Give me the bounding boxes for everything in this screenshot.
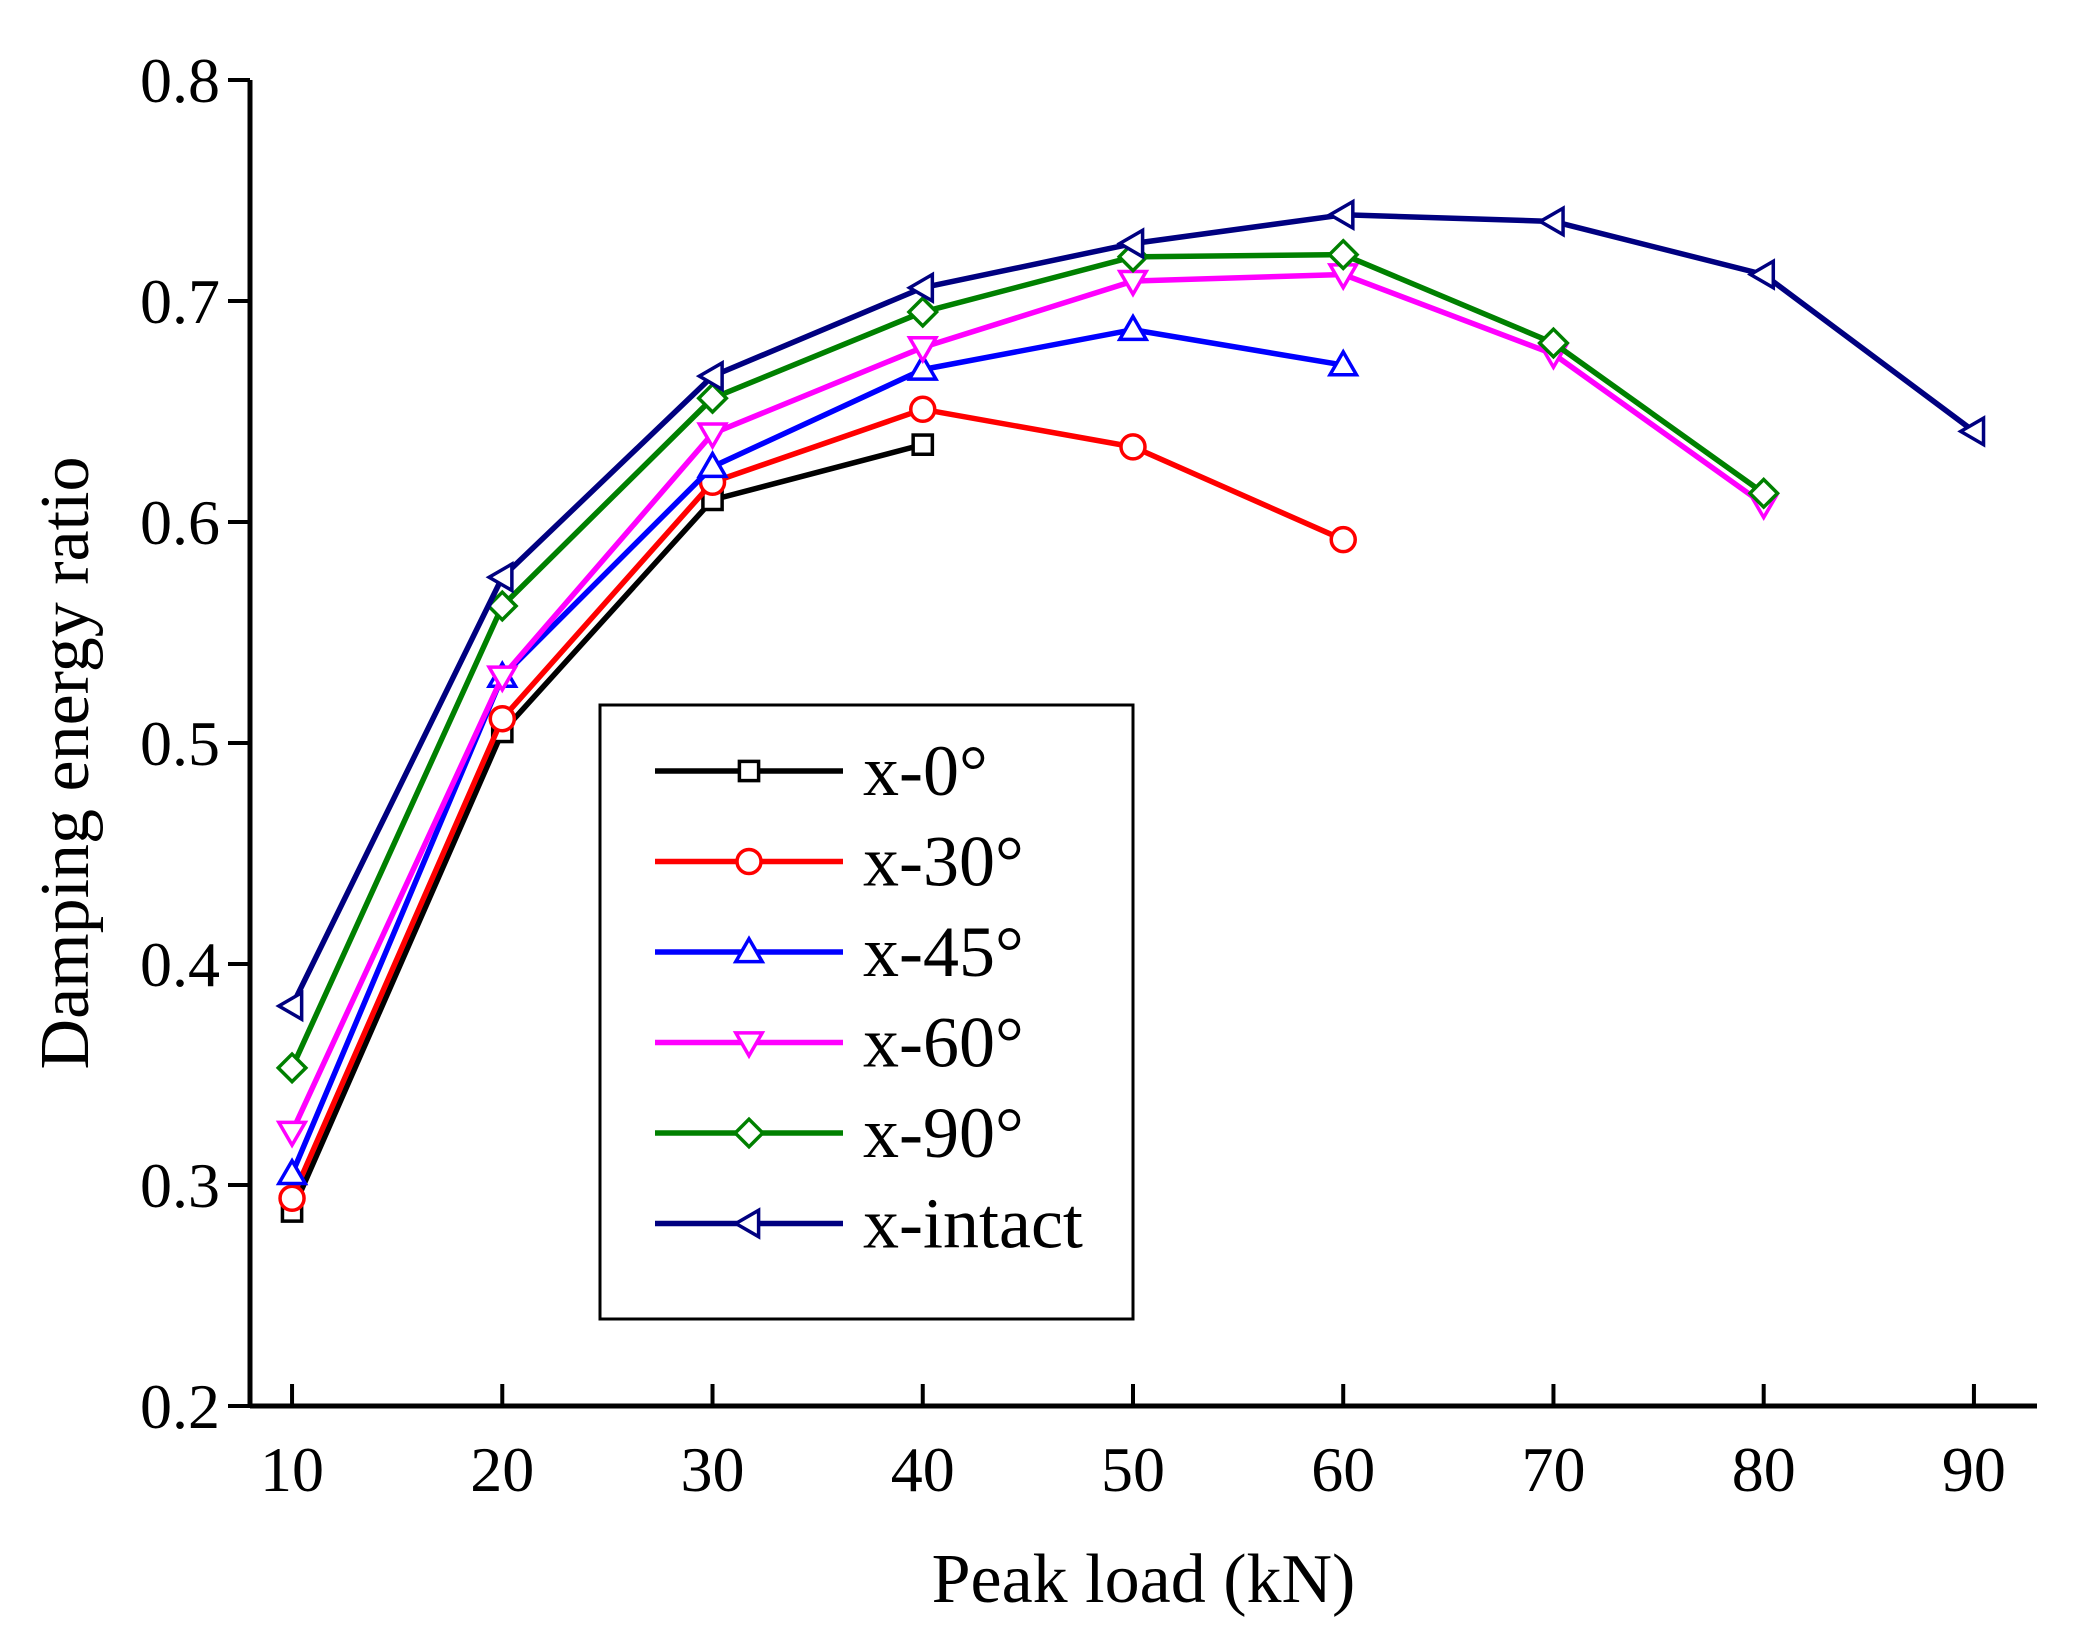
- x-tick-label: 70: [1521, 1434, 1585, 1505]
- legend-label: x-intact: [863, 1184, 1083, 1264]
- series-line: [289, 441, 924, 1213]
- legend-box: [598, 703, 1135, 1321]
- legend-marker: [732, 1031, 766, 1060]
- x-tick-label: 30: [681, 1434, 745, 1505]
- data-point: [906, 352, 939, 381]
- data-point: [278, 1184, 306, 1213]
- y-tick-label: 0.7: [140, 266, 220, 337]
- legend-marker: [732, 935, 766, 964]
- y-tick-label: 0.6: [140, 487, 220, 558]
- y-tick-label: 0.8: [140, 45, 220, 116]
- data-point: [1536, 205, 1565, 238]
- legend: x-0° x-30° x-45° x-60° x-90° x-intact: [598, 703, 1135, 1321]
- data-point: [906, 271, 935, 304]
- data-point: [485, 561, 514, 594]
- data-point: [695, 359, 724, 393]
- legend-label: x-45°: [863, 912, 1024, 992]
- x-tick-label: 10: [260, 1434, 324, 1505]
- legend-label: x-30°: [863, 822, 1024, 902]
- series-line: [289, 326, 1344, 1176]
- data-point: [1119, 433, 1147, 461]
- legend-marker: [737, 759, 761, 783]
- data-point: [911, 433, 935, 456]
- x-tick-label: 80: [1732, 1434, 1796, 1505]
- data-point: [1747, 476, 1780, 510]
- data-point: [1747, 258, 1776, 291]
- legend-marker: [735, 847, 763, 876]
- legend-item: x-60°: [655, 1003, 1024, 1083]
- data-point: [906, 295, 940, 329]
- data-point: [696, 450, 729, 479]
- data-point: [275, 1051, 309, 1085]
- data-point: [275, 1157, 309, 1186]
- data-point: [1326, 198, 1355, 232]
- legend-item: x-0°: [655, 731, 988, 811]
- legend-item: x-90°: [655, 1093, 1024, 1173]
- series-line: [289, 251, 1766, 1070]
- legend-label: x-0°: [863, 731, 988, 811]
- legend-item: x-45°: [655, 912, 1024, 992]
- legend-label: x-60°: [863, 1003, 1024, 1083]
- series-line: [289, 406, 1345, 1200]
- data-point: [906, 336, 939, 365]
- y-tick-label: 0.3: [140, 1150, 220, 1221]
- series-x-30°: [278, 395, 1357, 1213]
- data-point: [1116, 227, 1145, 260]
- data-point: [275, 1120, 309, 1149]
- data-point: [486, 665, 519, 694]
- y-tick-label: 0.2: [140, 1371, 220, 1442]
- x-tick-label: 20: [470, 1434, 534, 1505]
- x-tick-label: 60: [1311, 1434, 1375, 1505]
- data-point: [275, 989, 304, 1023]
- legend-item: x-30°: [655, 822, 1024, 902]
- y-axis-title: Damping energy ratio: [27, 457, 104, 1070]
- series-layer: [275, 198, 1986, 1223]
- legend-marker: [732, 1207, 761, 1240]
- legend-label: x-90°: [863, 1093, 1024, 1173]
- data-point: [696, 422, 729, 451]
- legend-item: x-intact: [655, 1184, 1083, 1264]
- data-point: [696, 381, 729, 415]
- axis-ticks: 10 20 30 40 50 60 70 80 90 0.2 0.3 0.4 0.5 0.6 0.7 0.8: [140, 45, 2006, 1505]
- x-tick-label: 90: [1942, 1434, 2006, 1505]
- data-point: [1116, 313, 1150, 342]
- y-tick-label: 0.4: [140, 929, 220, 1000]
- data-point: [488, 704, 517, 733]
- legend-marker: [732, 1116, 766, 1150]
- x-tick-label: 40: [891, 1434, 955, 1505]
- series-line: [289, 271, 1766, 1134]
- x-axis-title: Peak load (kN): [932, 1541, 1356, 1618]
- data-point: [1957, 415, 1986, 448]
- data-point: [1329, 525, 1357, 554]
- x-tick-label: 50: [1101, 1434, 1165, 1505]
- data-point: [1537, 326, 1570, 360]
- series-x-intact: [275, 198, 1986, 1023]
- data-point: [1326, 238, 1360, 271]
- data-point: [909, 395, 937, 424]
- data-point: [1326, 348, 1360, 377]
- y-tick-label: 0.5: [140, 708, 220, 779]
